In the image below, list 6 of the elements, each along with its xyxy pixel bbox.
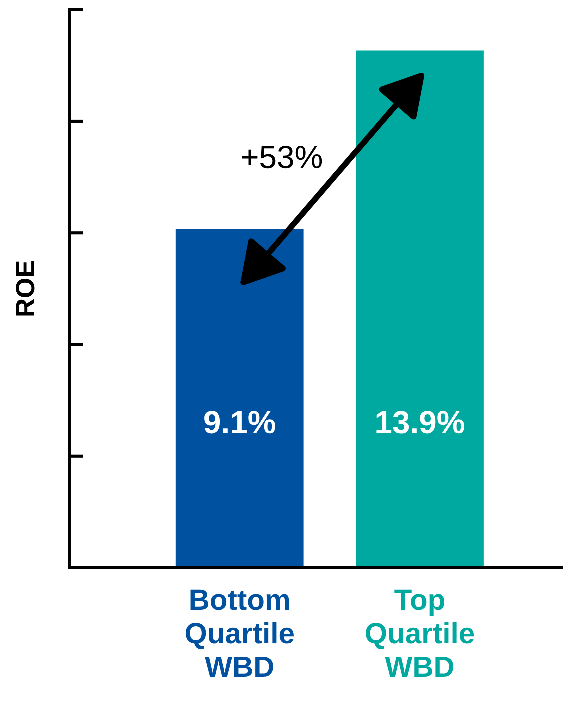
annotation: +53%	[242, 146, 322, 169]
data-label: 13.9%	[376, 411, 464, 434]
y-axis-title: ROE	[16, 261, 35, 316]
data-label: 9.1%	[204, 411, 276, 434]
x-tick-label: Bottom Quartile WBD	[186, 590, 294, 678]
x-tick-label: Top Quartile WBD	[366, 590, 474, 678]
